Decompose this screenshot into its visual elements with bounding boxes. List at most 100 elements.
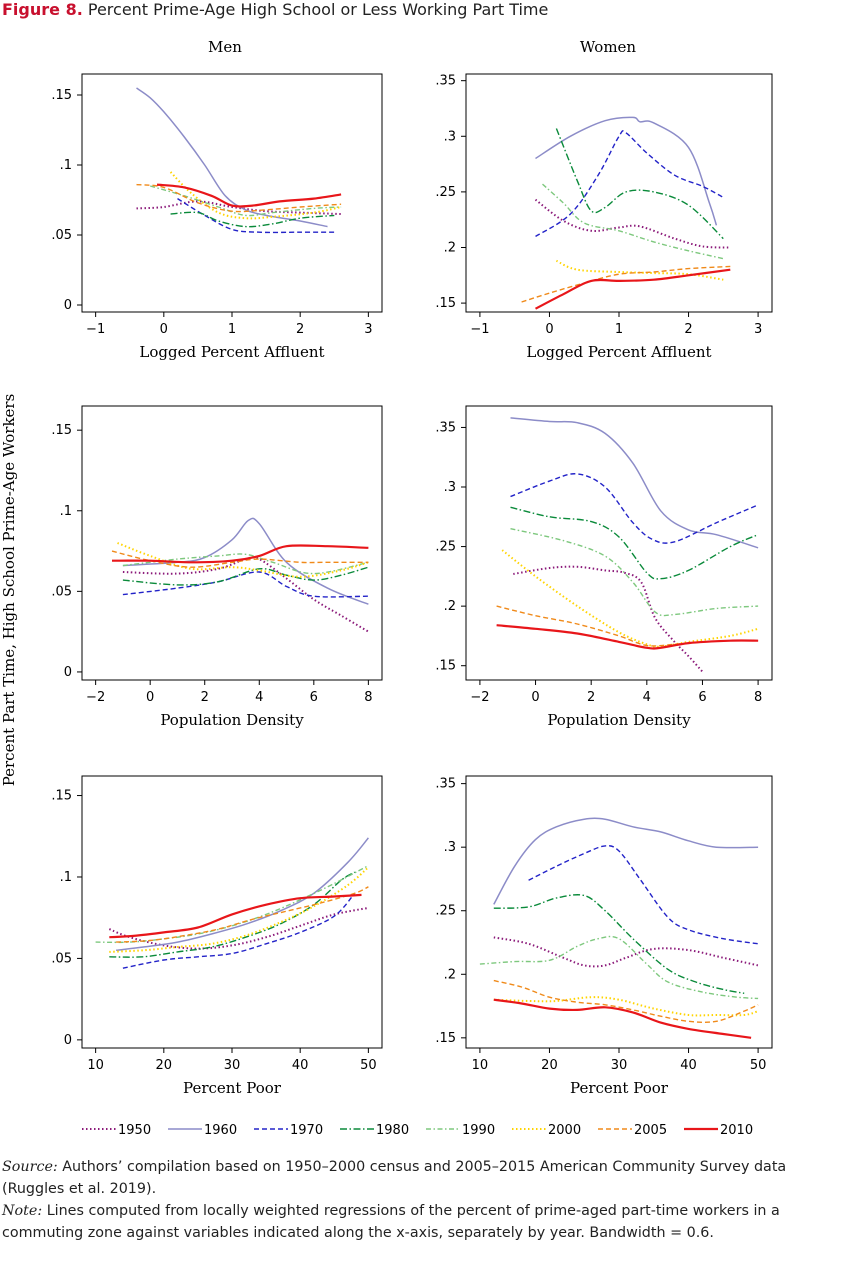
- series-line-2010: [496, 624, 759, 650]
- series-line-1970: [535, 130, 724, 237]
- legend-label-1960: 1960: [204, 1123, 237, 1138]
- panel-6: 10 20 30 40 50 .15 .2 .25 .3 .35 Percent Poor: [435, 775, 773, 1097]
- series-line-1980: [555, 128, 724, 240]
- series-line-1970: [177, 198, 335, 234]
- series-line-2005: [521, 265, 731, 303]
- x-tick-label: −1: [470, 322, 489, 337]
- y-axis-title: Percent Part Time, High School Prime-Age…: [0, 394, 18, 787]
- y-tick-label: .35: [435, 74, 456, 89]
- y-tick-label: 0: [64, 298, 72, 313]
- y-tick-label: .1: [60, 158, 72, 173]
- series-line-2010: [109, 893, 362, 939]
- series-line-1960: [535, 116, 718, 226]
- series-line-1980: [170, 211, 335, 228]
- series-line-1950: [534, 198, 731, 249]
- figure-title-text: Percent Prime-Age High School or Less Wo…: [87, 0, 549, 19]
- plot-frame: [81, 73, 383, 313]
- y-tick-label: .2: [444, 967, 456, 982]
- x-tick-label: 2: [201, 690, 209, 705]
- y-tick-label: .3: [444, 129, 456, 144]
- y-tick-label: .25: [435, 185, 456, 200]
- x-tick-label: 50: [750, 1058, 767, 1073]
- y-tick-label: .3: [444, 840, 456, 855]
- series-line-1950: [513, 565, 704, 673]
- y-tick-label: .05: [51, 584, 72, 599]
- x-axis-title: Percent Poor: [570, 1079, 669, 1097]
- y-tick-label: .05: [51, 951, 72, 966]
- series-line-2005: [496, 605, 759, 647]
- panel-5: 10 20 30 40 50 0 .05 .1 .15 Percent Poor: [51, 775, 383, 1097]
- figure-svg: Men Women Percent Part Time, High School…: [0, 38, 773, 1138]
- legend-label-2000: 2000: [548, 1123, 581, 1138]
- legend-label-2010: 2010: [720, 1123, 753, 1138]
- series-line-1980: [493, 894, 745, 994]
- x-tick-label: 30: [611, 1058, 628, 1073]
- series-line-1980: [109, 871, 356, 958]
- legend-label-2005: 2005: [634, 1123, 667, 1138]
- y-tick-label: .15: [435, 296, 456, 311]
- series-line-2005: [493, 979, 759, 1023]
- x-tick-label: 8: [754, 690, 762, 705]
- x-tick-label: 50: [360, 1058, 377, 1073]
- x-tick-label: 0: [531, 690, 539, 705]
- series-line-1990: [510, 528, 759, 617]
- plot-frame: [465, 73, 773, 313]
- note-text: Lines computed from locally weighted reg…: [2, 1203, 780, 1241]
- x-tick-label: 6: [698, 690, 706, 705]
- legend-label-1980: 1980: [376, 1123, 409, 1138]
- x-tick-label: 20: [156, 1058, 173, 1073]
- series-line-2000: [117, 542, 369, 578]
- y-tick-label: .35: [435, 420, 456, 435]
- panel-1: −1 0 1 2 3 0 .05 .1 .15 Logged Percent Affluent: [51, 73, 383, 361]
- y-tick-label: 0: [64, 1033, 72, 1048]
- figure-title: Figure 8. Percent Prime-Age High School …: [2, 0, 548, 19]
- note-label: Note:: [2, 1203, 43, 1219]
- y-tick-label: .15: [51, 789, 72, 804]
- series-line-1960: [493, 817, 759, 905]
- y-tick-label: .2: [444, 599, 456, 614]
- x-tick-label: 4: [643, 690, 651, 705]
- source-note: Source: Authors’ compilation based on 19…: [2, 1156, 846, 1200]
- legend-label-1990: 1990: [462, 1123, 495, 1138]
- panel-4: −2 0 2 4 6 8 .15 .2 .25 .3 .35 Population Density: [435, 405, 773, 729]
- series-line-2000: [109, 866, 370, 953]
- series-line-1950: [108, 906, 369, 950]
- plot-frame: [81, 775, 383, 1049]
- series-line-1970: [510, 473, 759, 544]
- x-tick-label: 30: [224, 1058, 241, 1073]
- y-tick-label: .25: [435, 540, 456, 555]
- x-tick-label: −2: [470, 690, 489, 705]
- series-line-1950: [136, 200, 342, 215]
- legend: 1950 1960 1970 1980 1990 2000 2005 2010: [82, 1123, 753, 1138]
- y-tick-label: .15: [51, 88, 72, 103]
- series-line-1970: [122, 892, 356, 969]
- x-tick-label: 8: [364, 690, 372, 705]
- plot-frame: [81, 405, 383, 681]
- series-line-2000: [169, 171, 342, 220]
- y-tick-label: .15: [435, 659, 456, 674]
- series-line-1980: [122, 566, 369, 586]
- x-tick-label: 4: [255, 690, 263, 705]
- y-tick-label: .2: [444, 240, 456, 255]
- series-line-1980: [510, 506, 759, 580]
- series-line-2010: [534, 268, 731, 310]
- series-line-2010: [156, 183, 342, 208]
- notes: Source: Authors’ compilation based on 19…: [2, 1156, 846, 1244]
- x-tick-label: 0: [146, 690, 154, 705]
- y-tick-label: .1: [60, 870, 72, 885]
- x-tick-label: 40: [292, 1058, 309, 1073]
- series-line-2000: [501, 549, 759, 648]
- panel-3: −2 0 2 4 6 8 0 .05 .1 .15 Population Density: [51, 405, 383, 729]
- series-line-1960: [136, 87, 328, 228]
- plot-frame: [465, 405, 773, 681]
- y-tick-label: 0: [64, 665, 72, 680]
- legend-label-1950: 1950: [118, 1123, 151, 1138]
- series-line-1990: [122, 553, 369, 575]
- series-line-1960: [510, 417, 759, 549]
- series-line-2005: [136, 183, 342, 213]
- series-line-1970: [528, 845, 759, 945]
- x-axis-title: Population Density: [160, 711, 304, 729]
- x-tick-label: 40: [680, 1058, 697, 1073]
- x-tick-label: 6: [310, 690, 318, 705]
- y-tick-label: .05: [51, 228, 72, 243]
